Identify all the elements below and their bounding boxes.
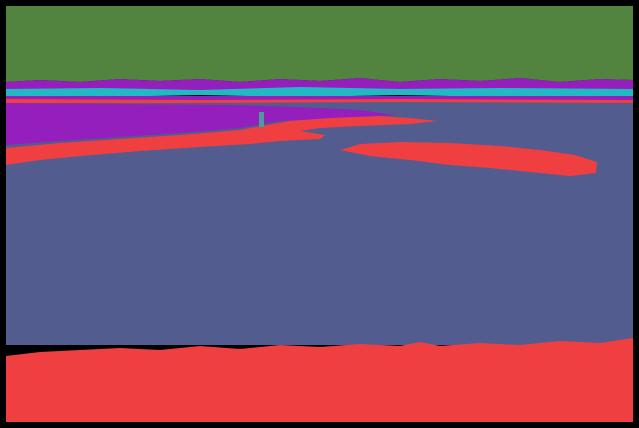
mudflat-left-region	[6, 103, 395, 145]
foreground-beach-region	[6, 338, 633, 422]
sand-line-region	[6, 99, 633, 103]
marker-post-region	[259, 112, 264, 127]
sand-bar-right-region	[340, 142, 597, 176]
far-shore-lower-band-region	[6, 96, 633, 100]
sand-bar-left-region	[6, 116, 438, 165]
sky-region	[6, 6, 633, 82]
horizon-strip-region	[6, 87, 633, 97]
far-shore-band-region	[6, 78, 633, 91]
